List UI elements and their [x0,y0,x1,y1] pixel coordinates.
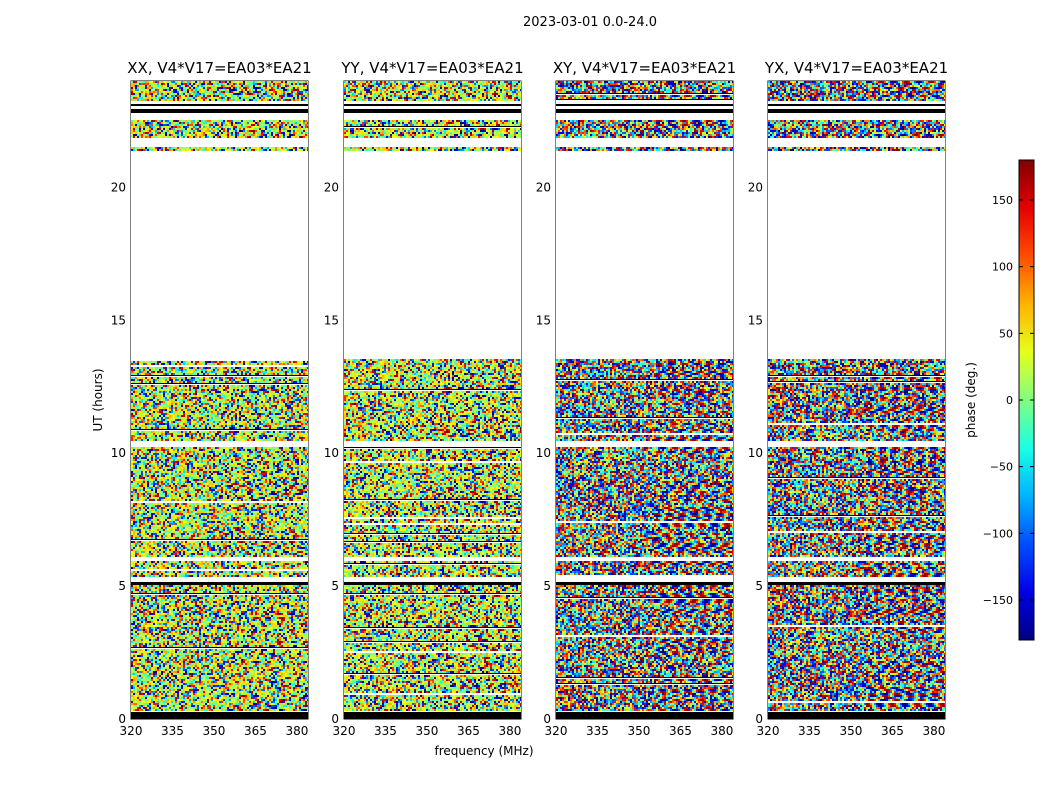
y-axis-label: UT (hours) [91,368,105,431]
colorbar-tick-label: 0 [1006,394,1013,407]
colorbar-tick-label: −100 [983,527,1013,540]
x-tick-label: 380 [922,724,945,738]
y-tick-label: 10 [748,446,763,460]
panel-title: XX, V4*V17=EA03*EA21 [127,59,311,77]
x-tick-label: 365 [669,724,692,738]
x-tick-label: 320 [757,724,780,738]
colorbar-label: phase (deg.) [964,362,978,438]
x-tick-label: 350 [840,724,863,738]
y-tick-label: 15 [536,313,551,327]
waterfall-image-2 [556,81,733,719]
y-tick-label: 15 [111,313,126,327]
x-tick-label: 380 [285,724,308,738]
figure-title: 2023-03-01 0.0-24.0 [523,15,657,30]
x-tick-label: 320 [545,724,568,738]
y-tick-label: 20 [111,180,126,194]
panel-title: YX, V4*V17=EA03*EA21 [764,59,948,77]
colorbar-tick-label: 100 [992,261,1013,274]
x-tick-label: 365 [881,724,904,738]
colorbar-tick-label: 50 [999,327,1013,340]
x-tick-label: 350 [628,724,651,738]
colorbar-tick-label: −150 [983,594,1013,607]
x-axis-label: frequency (MHz) [434,744,533,758]
y-tick-label: 20 [748,180,763,194]
x-tick-label: 380 [710,724,733,738]
y-tick-label: 0 [118,712,126,726]
waterfall-image-0 [131,81,308,719]
panel-title: YY, V4*V17=EA03*EA21 [340,59,523,77]
y-tick-label: 5 [118,579,126,593]
x-tick-label: 335 [161,724,184,738]
y-tick-label: 10 [111,446,126,460]
x-tick-label: 365 [457,724,480,738]
y-tick-label: 0 [331,712,339,726]
y-tick-label: 10 [324,446,339,460]
colorbar-tick-label: 150 [992,194,1013,207]
x-tick-label: 335 [586,724,609,738]
x-tick-label: 350 [203,724,226,738]
panel-2: XY, V4*V17=EA03*EA21 320 335 350 365 380 0 5 10 1… [536,59,736,738]
colorbar-tick-label: −50 [990,461,1013,474]
y-tick-label: 20 [324,180,339,194]
y-tick-label: 0 [755,712,763,726]
panel-3: YX, V4*V17=EA03*EA21 320 335 350 365 380 0 5 10 1… [748,59,948,738]
y-tick-label: 10 [536,446,551,460]
x-tick-label: 320 [333,724,356,738]
waterfall-image-1 [344,81,521,719]
waterfall-image-3 [768,81,945,719]
x-tick-label: 380 [498,724,521,738]
y-tick-label: 15 [324,313,339,327]
y-tick-label: 5 [543,579,551,593]
x-tick-label: 335 [374,724,397,738]
x-tick-label: 365 [244,724,267,738]
y-tick-label: 20 [536,180,551,194]
x-tick-label: 350 [416,724,439,738]
x-tick-label: 320 [120,724,143,738]
y-tick-label: 0 [543,712,551,726]
y-tick-label: 15 [748,313,763,327]
y-tick-label: 5 [755,579,763,593]
panel-title: XY, V4*V17=EA03*EA21 [553,59,736,77]
y-tick-label: 5 [331,579,339,593]
panel-0: XX, V4*V17=EA03*EA21 320 335 350 365 380 0 5 10 1… [111,59,312,738]
x-tick-label: 335 [798,724,821,738]
